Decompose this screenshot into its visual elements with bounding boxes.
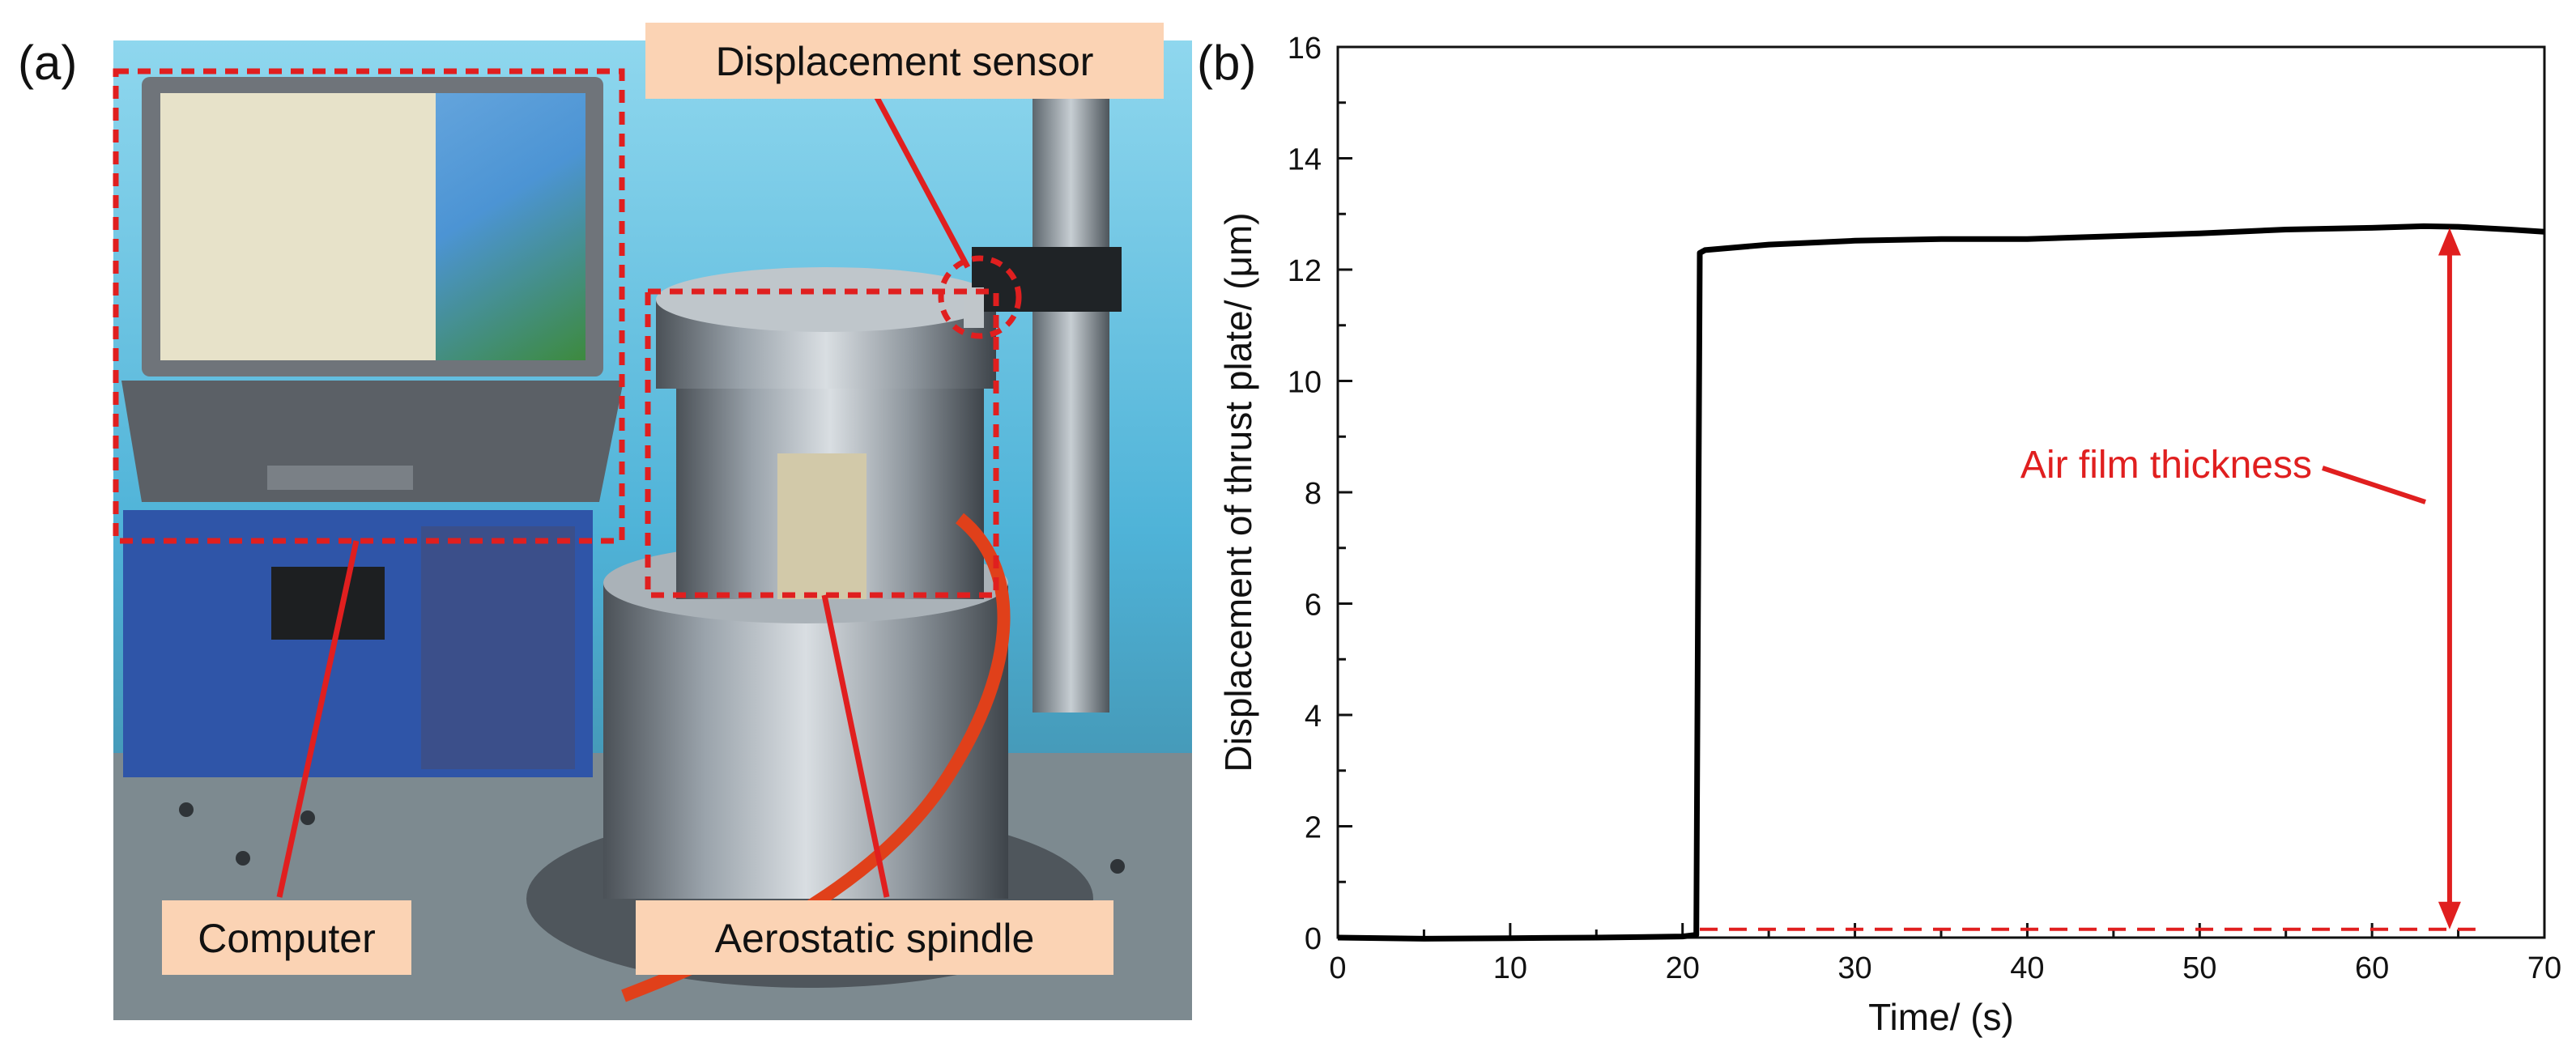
y-tick-label: 12 xyxy=(1288,254,1322,288)
annotation-layer: Air film thickness xyxy=(2020,228,2461,930)
chart-panel: (b) 0 10 20 30 40 50 60 70 0 2 4 6 8 10 12 14 16 Air fi… xyxy=(1197,32,2561,1038)
y-axis-ticks: 0 2 4 6 8 10 12 14 16 xyxy=(1288,32,1352,956)
computer-marker-box xyxy=(113,68,625,544)
panel-b-label: (b) xyxy=(1197,36,1256,90)
displacement-sensor-callout: Displacement sensor xyxy=(645,23,1164,99)
displacement-sensor-label: Displacement sensor xyxy=(716,39,1094,84)
sensor-marker-circle xyxy=(938,255,1022,339)
air-film-thickness-label: Air film thickness xyxy=(2020,444,2312,487)
air-film-arrow-head-top xyxy=(2438,228,2461,256)
x-tick-label: 50 xyxy=(2182,951,2216,985)
x-axis-title: Time/ (s) xyxy=(1868,996,2014,1038)
x-tick-label: 30 xyxy=(1837,951,1871,985)
x-tick-label: 70 xyxy=(2527,951,2561,985)
panel-a-label: (a) xyxy=(18,36,77,90)
x-tick-label: 0 xyxy=(1329,951,1346,985)
plot-frame xyxy=(1336,45,2546,939)
controller-box-image xyxy=(123,510,593,777)
y-tick-label: 14 xyxy=(1288,143,1322,177)
x-tick-label: 40 xyxy=(2010,951,2044,985)
photo-panel: Displacement sensor Computer Aerostatic … xyxy=(18,23,1192,1020)
computer-leader-line xyxy=(276,540,360,898)
y-tick-label: 6 xyxy=(1305,589,1322,623)
y-tick-label: 10 xyxy=(1288,366,1322,400)
x-tick-label: 60 xyxy=(2355,951,2389,985)
x-tick-label: 20 xyxy=(1666,951,1700,985)
computer-label: Computer xyxy=(198,916,376,961)
air-film-arrow-head-bottom xyxy=(2438,901,2461,930)
annotation-leader-line xyxy=(2322,466,2426,504)
y-tick-label: 16 xyxy=(1288,32,1322,66)
computer-callout: Computer xyxy=(162,900,411,975)
displacement-series-line xyxy=(1337,223,2545,942)
series-layer xyxy=(1337,223,2545,942)
sensor-leader-line xyxy=(865,79,971,269)
aerostatic-spindle-label: Aerostatic spindle xyxy=(715,916,1035,961)
x-tick-label: 10 xyxy=(1493,951,1527,985)
y-tick-label: 8 xyxy=(1305,477,1322,511)
x-axis-ticks: 0 10 20 30 40 50 60 70 xyxy=(1329,923,2561,985)
y-tick-label: 2 xyxy=(1305,811,1322,845)
aerostatic-spindle-callout: Aerostatic spindle xyxy=(636,900,1113,975)
y-tick-label: 0 xyxy=(1305,922,1322,956)
spindle-leader-line xyxy=(821,594,890,898)
y-axis-title: Displacement of thrust plate/ (μm) xyxy=(1217,212,1259,772)
y-tick-label: 4 xyxy=(1305,700,1322,734)
laptop-image xyxy=(121,77,624,502)
